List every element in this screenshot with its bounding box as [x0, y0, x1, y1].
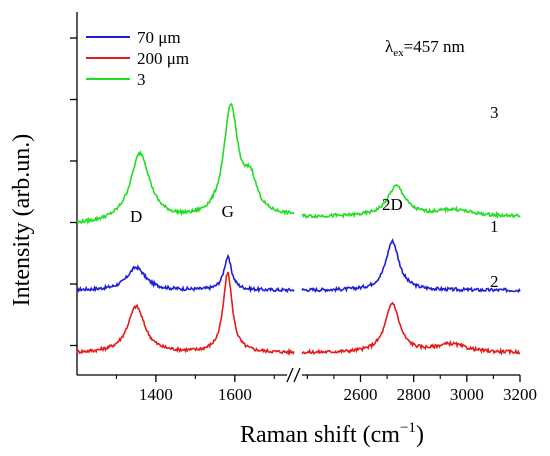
x-axis-label: Raman shift (cm−1): [240, 420, 424, 448]
axis-break-mark: [286, 367, 294, 383]
x-tick-label: 1600: [218, 385, 252, 404]
x-tick-label: 2800: [397, 385, 431, 404]
lambda-value: =457 nm: [404, 37, 465, 56]
tick-labels: 1400 1600 2600 2800 3000 3200: [139, 385, 537, 404]
lambda-symbol: λ: [385, 37, 394, 56]
x-axis-label-close: ): [416, 422, 424, 448]
curve-label-1: 1: [490, 217, 499, 236]
x-axis-label-main: Raman shift (cm: [240, 422, 400, 448]
series-lines: [76, 102, 521, 356]
series-line-3-panel-2: [301, 183, 521, 220]
series-line-2-panel-1: [76, 271, 295, 356]
x-tick-label: 2600: [343, 385, 377, 404]
lambda-subscript: ex: [393, 47, 404, 59]
series-line-1-panel-1: [76, 253, 295, 294]
legend-entry-2: 200 μm: [137, 49, 189, 68]
x-tick-label: 1400: [139, 385, 173, 404]
series-line-3-panel-1: [76, 102, 295, 225]
y-axis-label: Intensity (arb.un.): [9, 134, 35, 307]
peak-label-g: G: [222, 202, 234, 221]
x-tick-label: 3000: [450, 385, 484, 404]
excitation-annotation: λex=457 nm: [385, 37, 465, 59]
peak-label-2d: 2D: [382, 195, 403, 214]
axis-break-mark: [293, 367, 301, 383]
legend: 70 μm 200 μm 3: [86, 28, 189, 89]
curve-labels: 1 2 3 D G 2D: [130, 103, 498, 291]
series-line-2-panel-2: [301, 301, 521, 356]
legend-entry-1: 70 μm: [137, 28, 181, 47]
series-line-1-panel-2: [301, 237, 521, 294]
x-axis-label-exp: −1: [400, 420, 416, 436]
legend-entry-3: 3: [137, 70, 146, 89]
peak-label-d: D: [130, 207, 142, 226]
x-tick-label: 3200: [503, 385, 537, 404]
curve-label-2: 2: [490, 272, 499, 291]
plot-axes: [70, 12, 521, 383]
curve-label-3: 3: [490, 103, 499, 122]
